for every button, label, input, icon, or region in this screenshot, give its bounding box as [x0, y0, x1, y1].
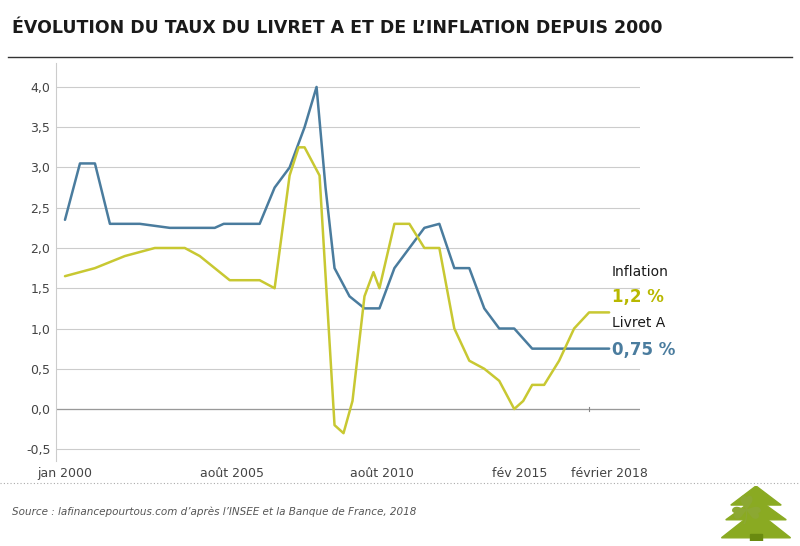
Text: ☘: ☘: [729, 494, 764, 532]
Text: Livret A: Livret A: [611, 316, 665, 330]
Text: ÉVOLUTION DU TAUX DU LIVRET A ET DE L’INFLATION DEPUIS 2000: ÉVOLUTION DU TAUX DU LIVRET A ET DE L’IN…: [12, 19, 662, 37]
Text: Source : lafinancepourtous.com d’après l’INSEE et la Banque de France, 2018: Source : lafinancepourtous.com d’après l…: [12, 507, 416, 517]
Polygon shape: [722, 511, 790, 538]
Text: Inflation: Inflation: [611, 265, 669, 278]
Polygon shape: [726, 498, 786, 520]
Text: 0,75 %: 0,75 %: [611, 341, 675, 359]
Text: 1,2 %: 1,2 %: [611, 288, 663, 306]
Polygon shape: [731, 486, 781, 505]
FancyBboxPatch shape: [750, 534, 762, 541]
